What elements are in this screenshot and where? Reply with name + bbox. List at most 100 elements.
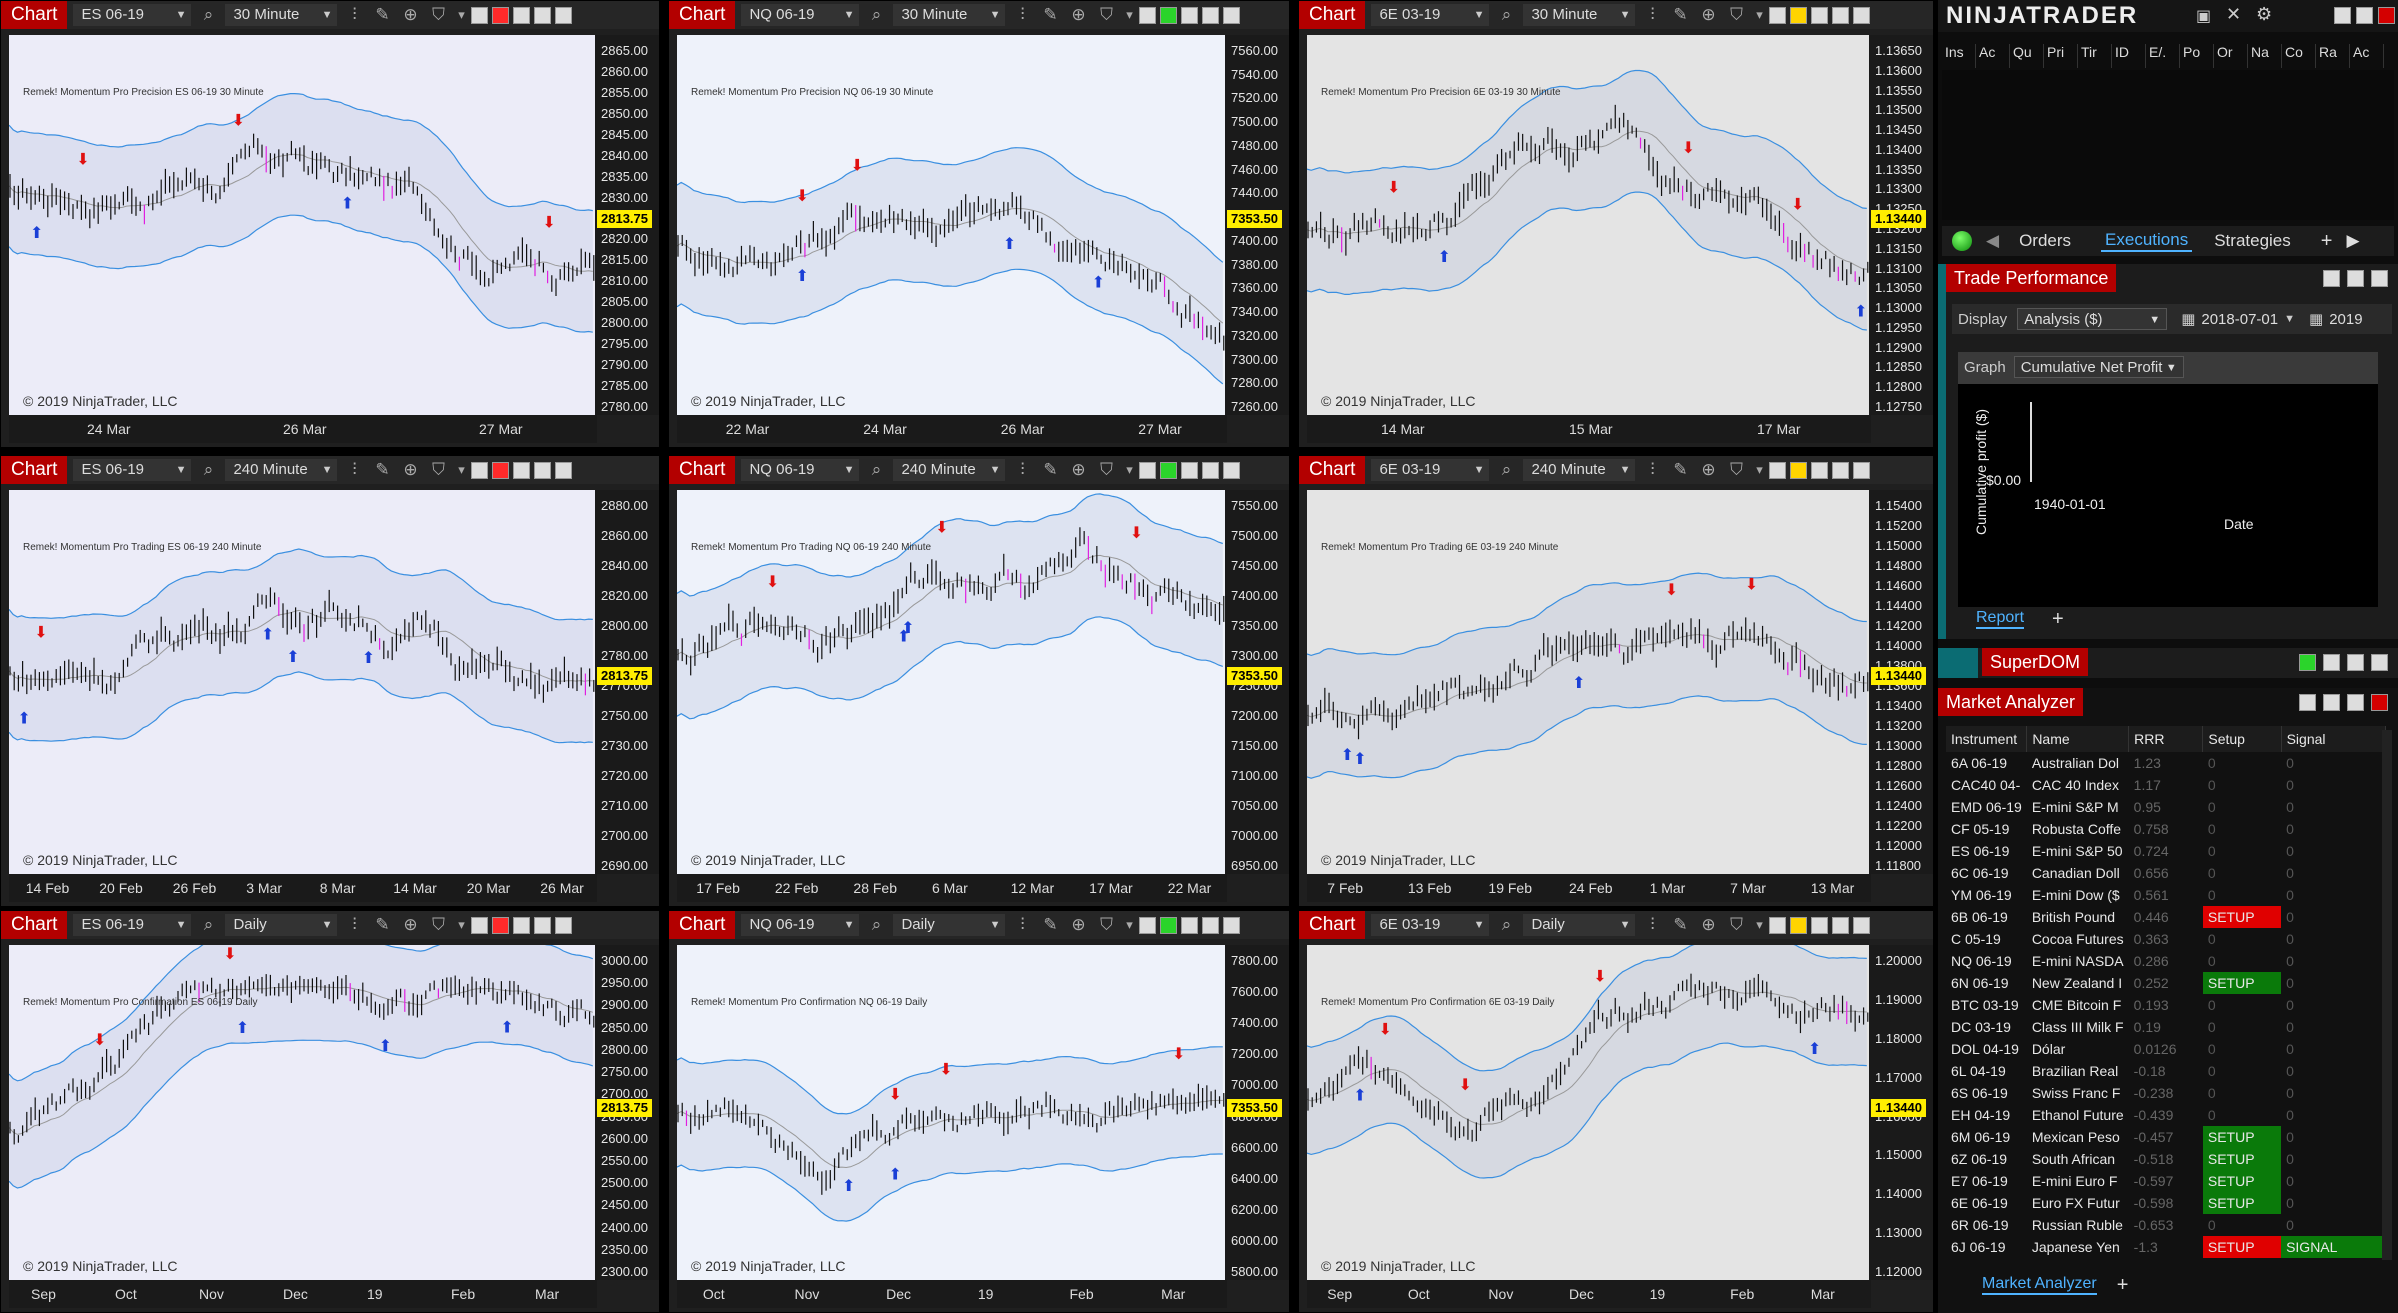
price-plot[interactable]: ⬇ ⬆ ⬆ ⬇ ⬇ Remek! Momentum Pro Trading NQ 06-1…	[677, 490, 1227, 874]
zoom-icon[interactable]: ⊕	[1071, 460, 1086, 479]
price-axis[interactable]: 1.200001.190001.180001.170001.160001.150…	[1869, 945, 1933, 1280]
instrument-selector[interactable]: NQ 06-19 ▼	[741, 4, 860, 26]
dropdown-icon[interactable]: ▾	[1126, 917, 1133, 932]
indicators-icon[interactable]: ⛉	[1100, 460, 1113, 479]
search-icon[interactable]: ⌕	[871, 915, 882, 934]
minimize-button[interactable]	[1181, 461, 1199, 479]
price-axis[interactable]: 1.15400 1.15200 1.15000 1.14800 1.14600 1.144…	[1869, 490, 1933, 874]
maximize-button[interactable]	[1832, 6, 1850, 24]
close-button[interactable]	[1853, 6, 1871, 24]
instrument-selector[interactable]: NQ 06-19 ▼	[741, 459, 860, 481]
dropdown-icon[interactable]: ▾	[458, 462, 465, 477]
table-row[interactable]: DC 03-19 Class III Milk F 0.19 0 0	[1946, 1016, 2386, 1038]
grid-column-header[interactable]: ID	[2112, 44, 2146, 68]
interval-selector[interactable]: 240 Minute ▼	[225, 459, 338, 481]
grid-column-header[interactable]: Name	[2026, 726, 2130, 752]
grid-column-header[interactable]: Tir	[2078, 44, 2112, 68]
indicators-icon[interactable]: ⛉	[1730, 5, 1743, 24]
bar-type-icon[interactable]: ⫶	[1650, 460, 1655, 479]
grid-column-header[interactable]: Qu	[2010, 44, 2044, 68]
draw-tool-icon[interactable]: ✎	[1043, 5, 1058, 24]
close-button[interactable]	[1223, 6, 1241, 24]
add-tab-icon[interactable]: +	[2052, 607, 2064, 630]
time-axis[interactable]: 7 Feb 13 Feb 19 Feb 24 Feb 1 Mar 7 Mar 13 Mar	[1307, 874, 1871, 902]
minimize-button[interactable]	[1181, 916, 1199, 934]
close-button[interactable]	[1223, 916, 1241, 934]
time-axis[interactable]: 14 Mar 15 Mar 17 Mar	[1307, 415, 1871, 443]
indicators-icon[interactable]: ⛉	[1730, 460, 1743, 479]
tools-icon[interactable]: ✕	[2226, 4, 2242, 24]
indicators-icon[interactable]: ⛉	[432, 915, 445, 934]
scroll-left-icon[interactable]: ◀	[1986, 231, 2000, 250]
interval-selector[interactable]: 30 Minute ▼	[1523, 4, 1636, 26]
close-button[interactable]	[555, 6, 573, 24]
draw-tool-icon[interactable]: ✎	[1673, 460, 1688, 479]
zoom-icon[interactable]: ⊕	[403, 5, 418, 24]
minimize-button[interactable]	[1811, 916, 1829, 934]
table-row[interactable]: 6C 06-19 Canadian Doll 0.656 0 0	[1946, 862, 2386, 884]
instrument-link-button[interactable]	[1160, 461, 1178, 479]
price-axis[interactable]: 3000.00 2950.00 2900.00 2850.00 2800.00 2750.…	[595, 945, 659, 1280]
maximize-button[interactable]	[2347, 693, 2364, 711]
minimize-button[interactable]	[2323, 269, 2340, 287]
tab-executions[interactable]: Executions	[2101, 230, 2193, 252]
table-row[interactable]: 6J 06-19 Japanese Yen -1.3 SETUP SIGNAL	[1946, 1236, 2386, 1258]
close-button[interactable]	[1223, 461, 1241, 479]
grid-column-header[interactable]: Pri	[2044, 44, 2078, 68]
maximize-button[interactable]	[534, 461, 552, 479]
price-plot[interactable]: ⬇ ⬇ ⬇ ⬆ ⬆ Remek! Momentum Pro Confirmation 6E…	[1307, 945, 1871, 1280]
table-row[interactable]: 6E 06-19 Euro FX Futur -0.598 SETUP 0	[1946, 1192, 2386, 1214]
draw-tool-icon[interactable]: ✎	[1043, 915, 1058, 934]
minimize-button[interactable]	[2323, 653, 2340, 671]
instrument-link-button[interactable]	[1790, 461, 1808, 479]
draw-tool-icon[interactable]: ✎	[1043, 460, 1058, 479]
table-row[interactable]: 6A 06-19 Australian Dol 1.23 0 0	[1946, 752, 2386, 774]
minimize-button[interactable]	[513, 916, 531, 934]
table-row[interactable]: EH 04-19 Ethanol Future -0.439 0 0	[1946, 1104, 2386, 1126]
grid-column-header[interactable]: Ac	[2350, 44, 2384, 68]
draw-tool-icon[interactable]: ✎	[1673, 5, 1688, 24]
time-axis[interactable]: 24 Mar 26 Mar 27 Mar	[9, 415, 597, 443]
interval-selector[interactable]: 30 Minute ▼	[893, 4, 1006, 26]
grid-column-header[interactable]: Ac	[1976, 44, 2010, 68]
grid-column-header[interactable]: Po	[2180, 44, 2214, 68]
grid-column-header[interactable]: E/.	[2146, 44, 2180, 68]
minimize-button[interactable]	[1811, 461, 1829, 479]
time-axis[interactable]: 17 Feb 22 Feb 28 Feb 6 Mar 12 Mar 17 Mar 22 Ma…	[677, 874, 1227, 902]
grid-scrollbar[interactable]	[2382, 730, 2392, 1260]
indicators-icon[interactable]: ⛉	[432, 460, 445, 479]
dropdown-icon[interactable]: ▼	[2284, 313, 2295, 325]
zoom-icon[interactable]: ⊕	[1071, 5, 1086, 24]
graph-select[interactable]: Cumulative Net Profit ▼	[2013, 356, 2184, 378]
instrument-selector[interactable]: 6E 03-19 ▼	[1371, 914, 1490, 936]
indicators-icon[interactable]: ⛉	[1730, 915, 1743, 934]
price-axis[interactable]: 7560.00 7540.00 7520.00 7500.00 7480.00 7460.…	[1225, 35, 1289, 415]
grid-column-header[interactable]: Instrument	[1946, 726, 2028, 752]
instrument-link-button[interactable]	[492, 916, 510, 934]
price-axis[interactable]: 7800.007600.007400.007200.007000.006800.…	[1225, 945, 1289, 1280]
indicators-icon[interactable]: ⛉	[1100, 915, 1113, 934]
table-row[interactable]: DOL 04-19 Dólar 0.0126 0 0	[1946, 1038, 2386, 1060]
maximize-button[interactable]	[1202, 916, 1220, 934]
close-button[interactable]	[555, 916, 573, 934]
table-row[interactable]: CAC40 04- CAC 40 Index 1.17 0 0	[1946, 774, 2386, 796]
zoom-icon[interactable]: ⊕	[403, 915, 418, 934]
scroll-right-icon[interactable]: ▶	[2346, 231, 2360, 250]
indicators-icon[interactable]: ⛉	[1100, 5, 1113, 24]
instrument-link-button[interactable]	[492, 461, 510, 479]
bar-type-icon[interactable]: ⫶	[1020, 5, 1025, 24]
from-date[interactable]: 2018-07-01	[2201, 310, 2279, 328]
grid-column-header[interactable]: Or	[2214, 44, 2248, 68]
grid-column-header[interactable]: RRR	[2128, 726, 2204, 752]
instrument-selector[interactable]: 6E 03-19 ▼	[1371, 459, 1490, 481]
bar-type-icon[interactable]: ⫶	[352, 915, 357, 934]
bar-type-icon[interactable]: ⫶	[1650, 915, 1655, 934]
close-button[interactable]	[2371, 693, 2388, 711]
search-icon[interactable]: ⌕	[871, 460, 882, 479]
indicators-icon[interactable]: ⛉	[432, 5, 445, 24]
link-button[interactable]	[471, 6, 489, 24]
tab-market-analyzer[interactable]: Market Analyzer	[1982, 1275, 2097, 1295]
dropdown-icon[interactable]: ▾	[1756, 917, 1763, 932]
table-row[interactable]: NQ 06-19 E-mini NASDA 0.286 0 0	[1946, 950, 2386, 972]
interval-selector[interactable]: Daily ▼	[893, 914, 1006, 936]
